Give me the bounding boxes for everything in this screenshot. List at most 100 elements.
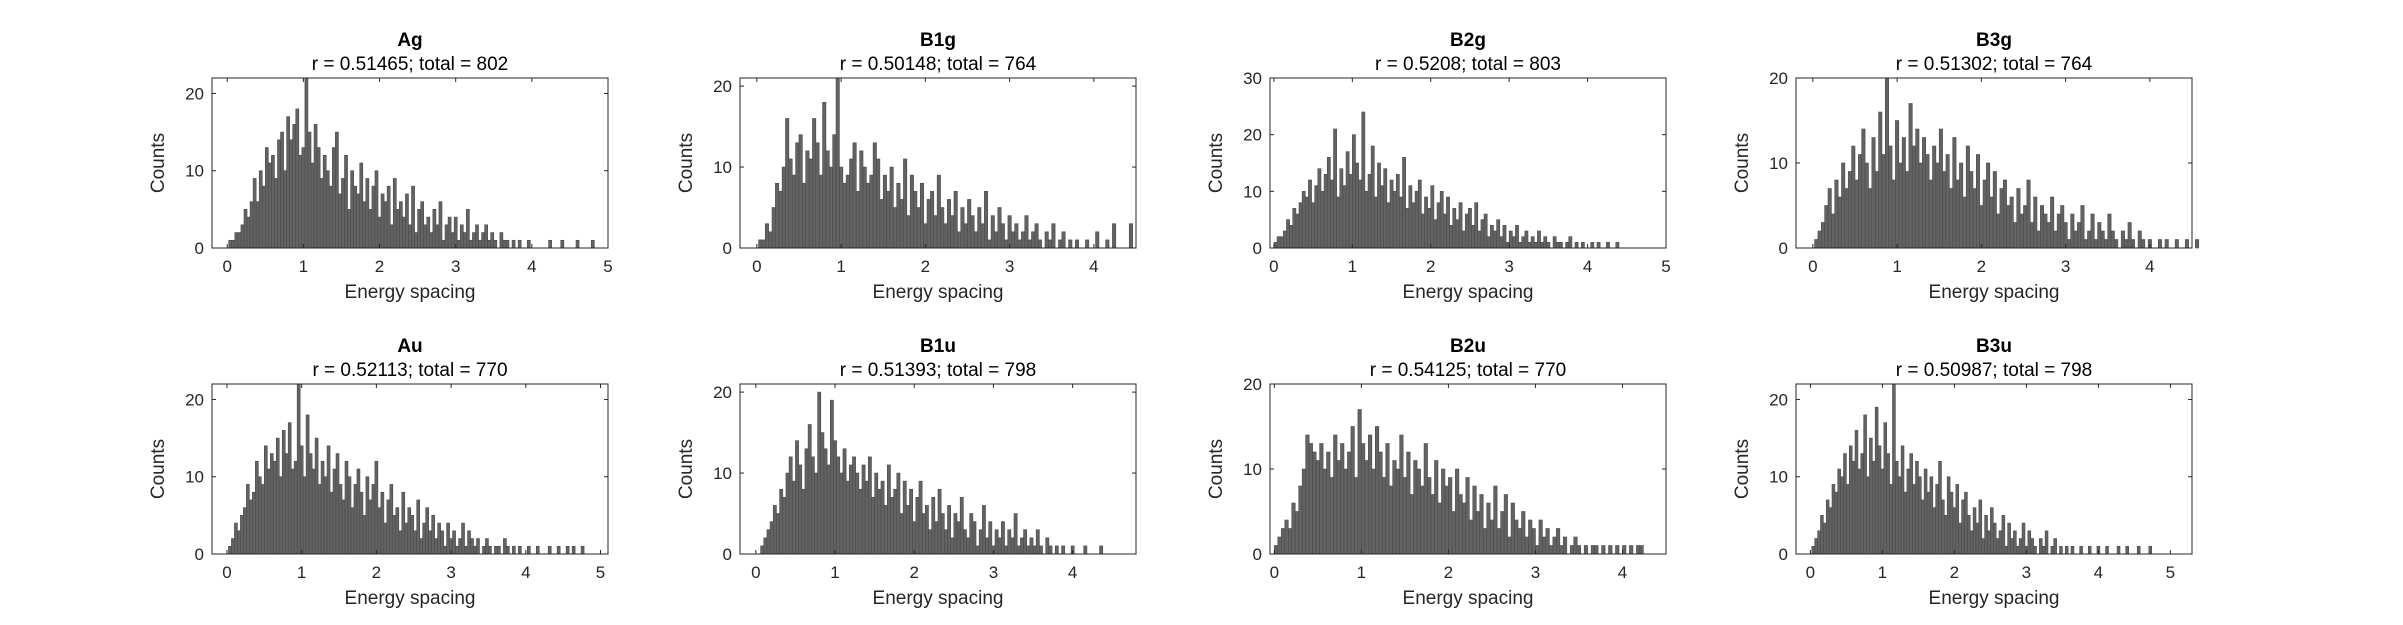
histogram-bar (758, 239, 763, 249)
histogram-bar (2093, 239, 2098, 249)
histogram-bar (1496, 219, 1501, 249)
histogram-bar (571, 545, 576, 555)
y-tick-label: 10 (1769, 468, 1788, 487)
histogram-bar (377, 216, 382, 249)
histogram-bar (1972, 188, 1977, 249)
histogram-bar (405, 193, 409, 249)
chart-subtitle: r = 0.54125; total = 770 (1370, 360, 1567, 381)
histogram-bar (1854, 430, 1859, 555)
histogram-bar (978, 529, 983, 555)
histogram-bar (1568, 236, 1573, 249)
histogram-bar (2124, 239, 2129, 249)
histogram-bar (231, 239, 236, 249)
histogram-bar (325, 170, 330, 249)
histogram-bar (1443, 213, 1447, 249)
histogram-bar (893, 488, 898, 555)
histogram-bar (1874, 406, 1879, 555)
histogram-bar (317, 484, 322, 555)
histogram-bar (2087, 230, 2092, 249)
histogram-bar (527, 545, 531, 555)
histogram-bar (890, 497, 894, 555)
histogram-bar (1895, 120, 1900, 249)
histogram-bar (280, 131, 284, 249)
histogram-bar (293, 460, 298, 555)
histogram-bar (511, 239, 516, 249)
chart-title: B1u (920, 336, 956, 357)
histogram-bar (1289, 225, 1294, 249)
histogram-bars (758, 77, 1133, 249)
histogram-bar (1368, 434, 1373, 555)
axes-frame (211, 77, 609, 249)
histogram-bar (2064, 545, 2069, 555)
histogram-bar (1502, 225, 1507, 249)
histogram-bar (817, 391, 822, 555)
histogram-bar (1037, 239, 1042, 249)
histogram-bar (548, 239, 552, 249)
histogram-bar (1348, 174, 1353, 249)
histogram-bar (950, 537, 955, 555)
histogram-bar (877, 488, 882, 555)
histogram-bar (459, 224, 464, 249)
x-axis-label: Energy spacing (345, 588, 476, 609)
histogram-bar (985, 537, 989, 555)
histogram-bar (1639, 545, 1644, 555)
histogram-panel-b3u: 0 1 2 3 4 5 0 10 20 B3u r = 0.50987; total = 798 En… (1732, 336, 2193, 609)
histogram-bar (1996, 213, 2001, 249)
histogram-bar (1955, 179, 1960, 249)
histogram-bar (807, 424, 812, 555)
y-tick-label: 0 (1253, 545, 1262, 564)
histogram-bar (399, 201, 403, 249)
histogram-bar (284, 453, 289, 555)
histogram-bar (1615, 545, 1620, 555)
histogram-bar (1317, 168, 1322, 249)
histogram-bar (1877, 445, 1882, 555)
y-tick-label: 10 (1243, 182, 1262, 201)
x-tick-label: 4 (1068, 563, 1077, 582)
histogram-bar (944, 529, 948, 555)
histogram-bar (2141, 239, 2146, 249)
histogram-bar (1864, 162, 1869, 249)
histogram-bar (1004, 239, 1009, 249)
histogram-bars (760, 391, 1104, 555)
histogram-bar (2019, 213, 2024, 249)
histogram-bar (287, 422, 292, 555)
histogram-bar (1941, 499, 1945, 555)
histogram-bar (1583, 545, 1588, 555)
histogram-bar (234, 522, 238, 555)
x-axis-label: Energy spacing (1929, 588, 2060, 609)
histogram-bar (1958, 522, 1962, 555)
histogram-bar (926, 199, 931, 249)
histogram-bar (1992, 171, 1997, 249)
histogram-bar (876, 158, 881, 249)
histogram-bar (335, 131, 339, 249)
histogram-bar (1464, 213, 1469, 249)
histogram-bar (1559, 545, 1564, 555)
histogram-bar (1298, 202, 1303, 249)
histogram-bar (1458, 202, 1463, 249)
x-tick-label: 2 (921, 257, 930, 276)
histogram-bar (425, 507, 429, 555)
histogram-bar (1629, 545, 1634, 555)
histogram-bar (2083, 239, 2088, 249)
histogram-bar (464, 545, 468, 555)
histogram-bar (1420, 485, 1425, 555)
histogram-bar (920, 182, 924, 249)
histogram-bars (228, 77, 595, 249)
histogram-bar (395, 209, 400, 249)
x-tick-label: 3 (2061, 257, 2070, 276)
histogram-bar (1615, 242, 1620, 249)
histogram-bar (368, 209, 373, 249)
chart-title: B2g (1450, 30, 1486, 51)
histogram-bar (839, 472, 844, 555)
histogram-bar (1345, 151, 1350, 249)
x-tick-label: 0 (1808, 257, 1817, 276)
histogram-bar (1979, 205, 1984, 249)
histogram-bar (374, 170, 379, 249)
histogram-bar (1932, 145, 1937, 249)
histogram-bar (2195, 239, 2200, 249)
histogram-bar (1992, 522, 1997, 555)
histogram-bar (1311, 202, 1316, 249)
histogram-bar (836, 456, 841, 555)
histogram-bar (1915, 460, 1919, 555)
histogram-bar (1987, 530, 1991, 555)
